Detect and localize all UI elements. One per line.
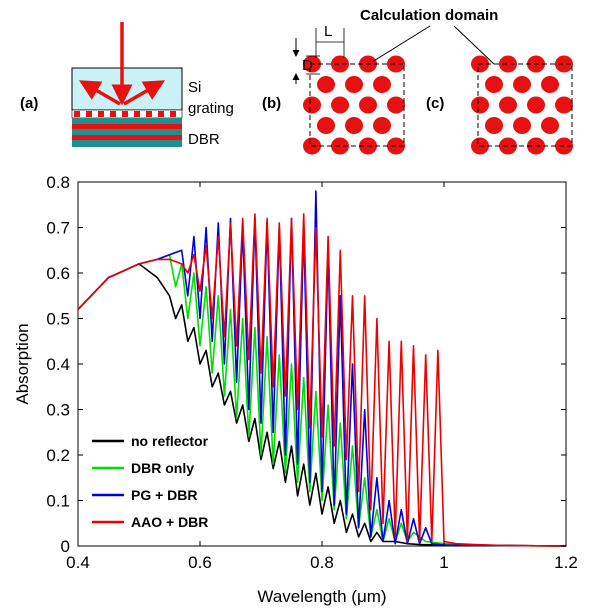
- series-line-aao-dbr: [77, 213, 567, 547]
- pore-dot: [317, 76, 335, 93]
- pore-dot: [541, 76, 559, 93]
- pore-dot: [359, 96, 377, 114]
- grating-layer: [71, 109, 183, 119]
- pore-array-b: [303, 55, 405, 155]
- series-line-no-reflector: [77, 263, 567, 547]
- absorption-chart: 0.4 0.6 0.8 1 1.2 00.10.20.30.40.50.60.70.8 …: [13, 173, 578, 606]
- light-arrows: [78, 22, 166, 106]
- y-tick-label: 0.8: [46, 173, 70, 192]
- legend-label: AAO + DBR: [131, 514, 208, 530]
- y-tick-label: 0.4: [46, 355, 70, 374]
- pore-array-c: [471, 55, 573, 155]
- y-tick-label: 0.7: [46, 219, 70, 238]
- schematic-a: (a) Si grating DBR: [20, 22, 234, 148]
- pore-dot: [541, 117, 559, 134]
- panel-label-a: (a): [20, 95, 38, 112]
- y-tick-label: 0.3: [46, 401, 70, 420]
- pore-dot: [303, 96, 321, 114]
- pore-dot: [555, 55, 573, 73]
- pore-dot: [471, 96, 489, 114]
- calc-domain-pointer-c: [453, 25, 495, 65]
- legend-label: DBR only: [131, 460, 194, 476]
- legend-label: PG + DBR: [131, 487, 198, 503]
- pore-dot: [345, 117, 363, 134]
- y-tick-label: 0: [61, 537, 70, 556]
- x-tick-label: 0.8: [310, 553, 334, 572]
- pore-dot: [317, 117, 335, 134]
- label-dbr: DBR: [188, 131, 220, 148]
- pore-dot: [555, 96, 573, 114]
- label-si: Si: [188, 79, 201, 96]
- y-tick-label: 0.2: [46, 446, 70, 465]
- pore-dot: [331, 55, 349, 73]
- schematic-b: (b) D L: [262, 23, 405, 155]
- x-axis-ticks: 0.4 0.6 0.8 1 1.2: [66, 182, 578, 572]
- pore-dot: [485, 117, 503, 134]
- legend-label: no reflector: [131, 433, 209, 449]
- legend: no reflector DBR only PG + DBR AAO + DBR: [92, 433, 209, 530]
- panel-label-c: (c): [426, 95, 444, 112]
- panel-label-b: (b): [262, 95, 281, 112]
- pore-dot: [485, 76, 503, 93]
- pore-dot: [331, 96, 349, 114]
- x-tick-label: 0.4: [66, 553, 90, 572]
- pore-dot: [499, 96, 517, 114]
- pore-dot: [345, 76, 363, 93]
- x-tick-label: 0.6: [188, 553, 212, 572]
- y-axis-ticks: 0 0.1 0.2 0.3 0.4 0.5 0.6 0.7 0.8: [46, 173, 566, 556]
- pore-dot: [387, 96, 405, 114]
- x-tick-label: 1: [439, 553, 448, 572]
- y-axis-label: Absorption: [13, 323, 32, 404]
- dim-l-label: L: [324, 23, 332, 40]
- pore-dot: [499, 55, 517, 73]
- x-tick-label: 1.2: [554, 553, 578, 572]
- calc-domain-label: Calculation domain: [360, 7, 498, 24]
- y-tick-label: 0.5: [46, 310, 70, 329]
- y-tick-label: 0.6: [46, 264, 70, 283]
- y-tick-label: 0.1: [46, 492, 70, 511]
- label-grating: grating: [188, 100, 234, 117]
- schematic-c: (c): [426, 55, 573, 155]
- pore-dot: [373, 76, 391, 93]
- x-axis-label: Wavelength (μm): [257, 587, 386, 606]
- pore-dot: [513, 117, 531, 134]
- dim-d-label: D: [302, 57, 313, 74]
- pore-dot: [373, 117, 391, 134]
- dbr-stack: [72, 118, 182, 147]
- calc-domain-pointer-b: [371, 25, 431, 63]
- pore-dot: [527, 96, 545, 114]
- series-lines: [77, 190, 567, 547]
- pore-dot: [513, 76, 531, 93]
- pore-dot: [387, 55, 405, 73]
